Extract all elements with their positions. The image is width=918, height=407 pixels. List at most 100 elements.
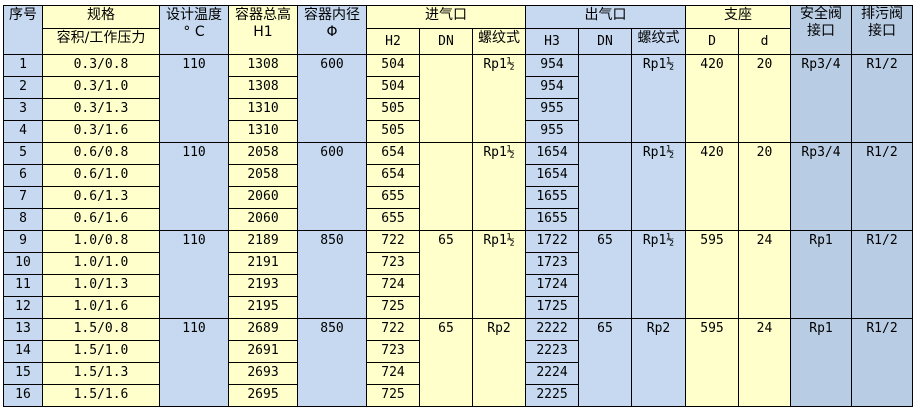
h1-cell: 2695 xyxy=(228,384,298,407)
seq-cell: 9 xyxy=(3,230,43,253)
h3-cell: 1725 xyxy=(525,296,579,319)
h2-cell: 723 xyxy=(366,340,420,363)
diameter-cell: 600 xyxy=(297,142,367,231)
header-diameter: 容器内径 Φ xyxy=(297,5,367,55)
h1-cell: 2189 xyxy=(228,230,298,253)
h3-cell: 1722 xyxy=(525,230,579,253)
h1-cell: 2193 xyxy=(228,274,298,297)
support-D-cell: 420 xyxy=(685,54,739,143)
spec-cell: 0.6/1.3 xyxy=(42,186,160,209)
spec-cell: 0.3/1.6 xyxy=(42,120,160,143)
temp-cell: 110 xyxy=(159,318,229,407)
seq-cell: 4 xyxy=(3,120,43,143)
seq-cell: 7 xyxy=(3,186,43,209)
header-support-D: D xyxy=(685,28,739,55)
h1-cell: 2191 xyxy=(228,252,298,275)
safety-cell: Rp3/4 xyxy=(790,54,852,143)
h1-cell: 1308 xyxy=(228,54,298,77)
header-outlet-h: H3 xyxy=(525,28,579,55)
support-D-cell: 595 xyxy=(685,230,739,319)
table-row: 7 0.6/1.3 2060 655 1655 xyxy=(3,186,913,209)
seq-cell: 14 xyxy=(3,340,43,363)
seq-cell: 1 xyxy=(3,54,43,77)
h1-cell: 1310 xyxy=(228,120,298,143)
h1-cell: 2691 xyxy=(228,340,298,363)
header-inlet-h: H2 xyxy=(366,28,420,55)
table-row: 9 1.0/0.8 110 2189 850 722 65 Rp1½ 1722 65 Rp1½ 595… xyxy=(3,230,913,319)
spec-cell: 0.6/1.6 xyxy=(42,208,160,231)
spec-table: 序号 规格 设计温度 ° C 容器总高 H1 容器内径 Φ 进气口 出气口 支座 安全… xyxy=(3,5,913,407)
spec-cell: 1.5/0.8 xyxy=(42,318,160,341)
seq-cell: 12 xyxy=(3,296,43,319)
support-D-cell: 595 xyxy=(685,318,739,407)
h2-cell: 654 xyxy=(366,142,420,165)
header-outlet-thread: 螺纹式 xyxy=(631,28,686,55)
diameter-cell: 600 xyxy=(297,54,367,143)
header-seq: 序号 xyxy=(3,5,43,55)
spec-cell: 0.3/1.0 xyxy=(42,76,160,99)
table-row: 16 1.5/1.6 2695 725 2225 xyxy=(3,384,913,407)
safety-cell: Rp3/4 xyxy=(790,142,852,231)
diameter-cell: 850 xyxy=(297,230,367,319)
diameter-cell: 850 xyxy=(297,318,367,407)
outlet-thread-cell: Rp1½ xyxy=(631,142,686,231)
diameter-label: 容器内径 xyxy=(304,7,360,23)
h3-cell: 954 xyxy=(525,54,579,77)
seq-cell: 11 xyxy=(3,274,43,297)
spec-cell: 1.0/1.3 xyxy=(42,274,160,297)
drain-cell: R1/2 xyxy=(851,54,913,143)
height-label: 容器总高 xyxy=(235,7,291,23)
inlet-thread-cell: Rp1½ xyxy=(472,142,526,231)
inlet-dn-cell: 65 xyxy=(419,230,473,319)
h3-cell: 1724 xyxy=(525,274,579,297)
inlet-thread-cell: Rp1½ xyxy=(472,230,526,319)
h2-cell: 724 xyxy=(366,362,420,385)
header-support: 支座 xyxy=(685,5,791,29)
h3-cell: 1654 xyxy=(525,164,579,187)
h3-cell: 2222 xyxy=(525,318,579,341)
seq-cell: 6 xyxy=(3,164,43,187)
h1-cell: 1310 xyxy=(228,98,298,121)
seq-cell: 10 xyxy=(3,252,43,275)
spec-cell: 0.6/0.8 xyxy=(42,142,160,165)
header-temp: 设计温度 ° C xyxy=(159,5,229,55)
h1-cell: 2060 xyxy=(228,208,298,231)
header-inlet-dn: DN xyxy=(419,28,473,55)
table-row: 15 1.5/1.3 2693 724 2224 xyxy=(3,362,913,385)
h2-cell: 504 xyxy=(366,54,420,77)
height-sub: H1 xyxy=(253,24,273,40)
h2-cell: 722 xyxy=(366,318,420,341)
h1-cell: 2195 xyxy=(228,296,298,319)
drain-cell: R1/2 xyxy=(851,230,913,319)
seq-cell: 2 xyxy=(3,76,43,99)
temp-cell: 110 xyxy=(159,54,229,143)
spec-cell: 1.0/0.8 xyxy=(42,230,160,253)
table-row: 5 0.6/0.8 110 2058 600 654 Rp1½ 1654 Rp1½ 420 20 Rp… xyxy=(3,142,913,231)
spec-cell: 0.3/1.3 xyxy=(42,98,160,121)
outlet-dn-cell xyxy=(578,54,632,143)
header-inlet: 进气口 xyxy=(366,5,526,29)
spec-cell: 1.5/1.3 xyxy=(42,362,160,385)
inlet-dn-cell: 65 xyxy=(419,318,473,407)
outlet-dn-cell: 65 xyxy=(578,230,632,319)
h1-cell: 2058 xyxy=(228,142,298,165)
table-row: 13 1.5/0.8 110 2689 850 722 65 Rp2 2222 65 Rp2 595 2… xyxy=(3,318,913,407)
h1-cell: 2060 xyxy=(228,186,298,209)
table-row: 14 1.5/1.0 2691 723 2223 xyxy=(3,340,913,363)
header-spec: 规格 xyxy=(42,5,160,29)
table-body: 1 0.3/0.8 110 1308 600 504 Rp1½ 954 Rp1½ 420 20 Rp3… xyxy=(3,54,913,407)
h3-cell: 1655 xyxy=(525,208,579,231)
header-safety: 安全阀接口 xyxy=(790,5,852,55)
support-d-cell: 24 xyxy=(738,318,791,407)
temp-label: 设计温度 xyxy=(166,7,222,23)
outlet-thread-cell: Rp1½ xyxy=(631,54,686,143)
seq-cell: 8 xyxy=(3,208,43,231)
seq-cell: 3 xyxy=(3,98,43,121)
h1-cell: 2689 xyxy=(228,318,298,341)
header-support-d: d xyxy=(738,28,791,55)
h2-cell: 723 xyxy=(366,252,420,275)
h3-cell: 955 xyxy=(525,120,579,143)
table-row: 1 0.3/0.8 110 1308 600 504 Rp1½ 954 Rp1½ 420 20 Rp3… xyxy=(3,54,913,143)
h3-cell: 2225 xyxy=(525,384,579,407)
inlet-thread-cell: Rp2 xyxy=(472,318,526,407)
